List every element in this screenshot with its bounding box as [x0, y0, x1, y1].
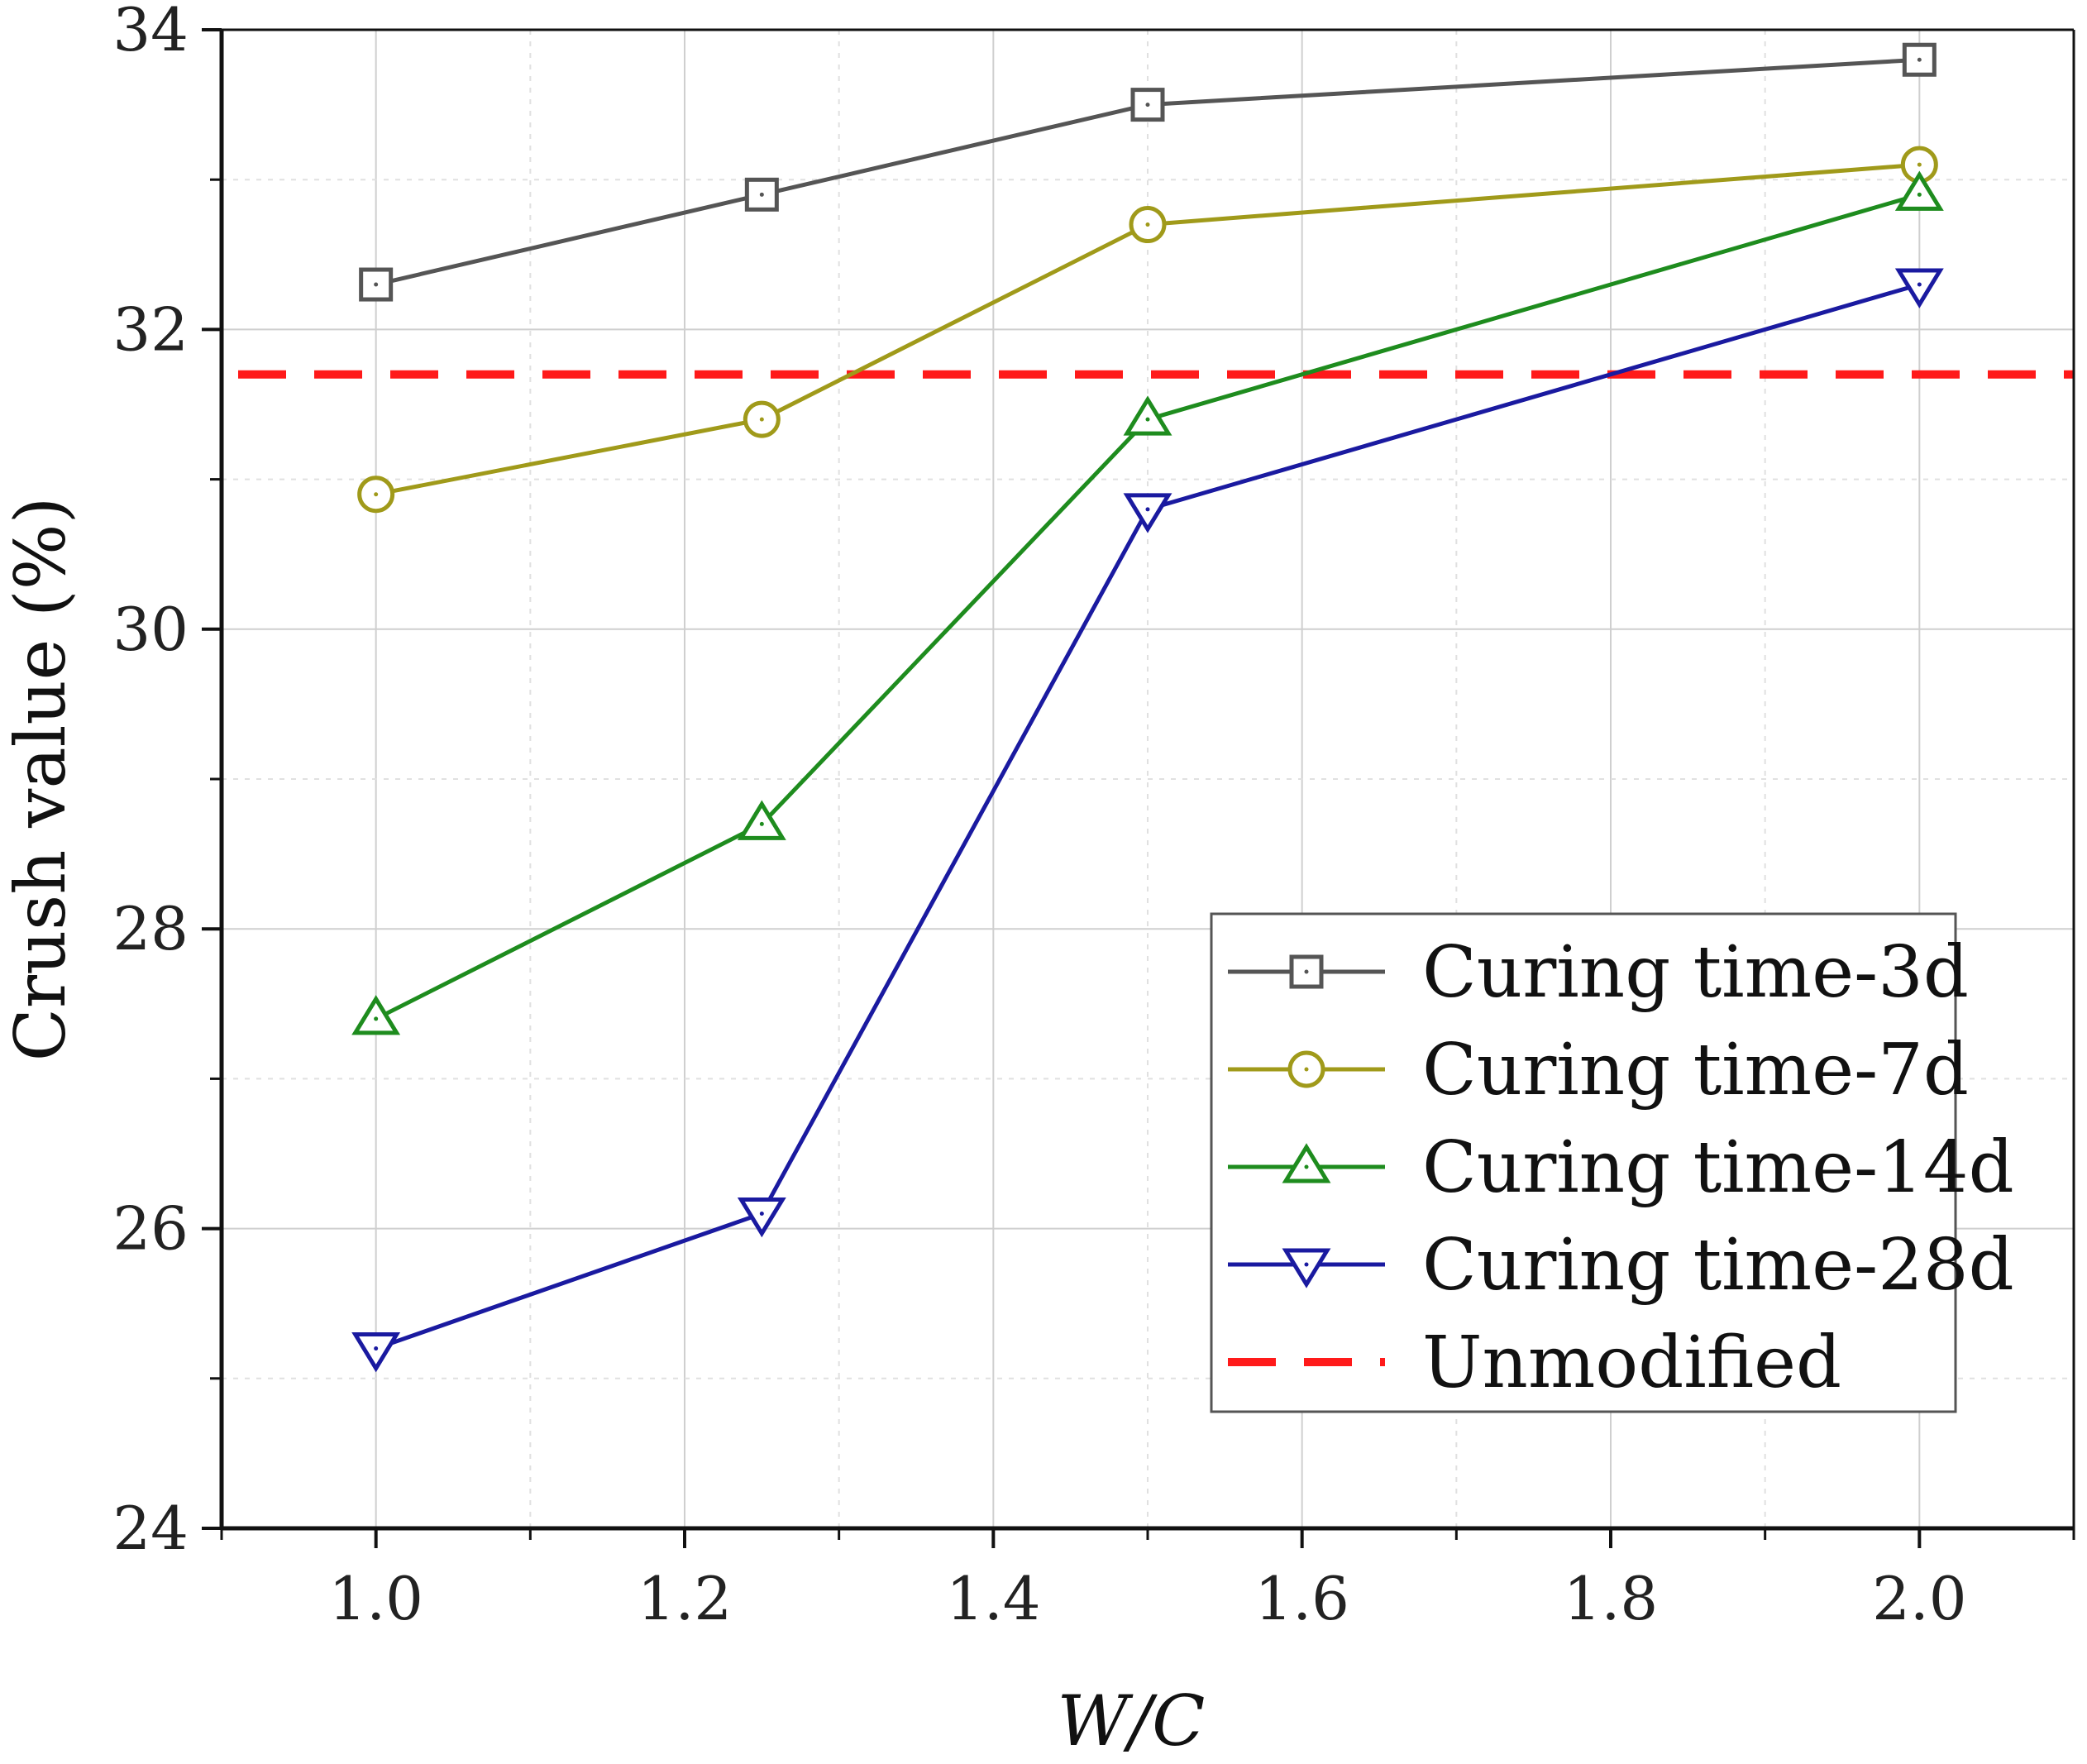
marker-triangle-down: [1123, 493, 1172, 533]
data-point: [351, 995, 401, 1035]
data-point: [1123, 493, 1172, 533]
legend-item: Unmodified: [1228, 1322, 1841, 1404]
marker-triangle-up: [1894, 170, 1944, 211]
data-point: [1894, 170, 1944, 211]
marker-center-dot: [1145, 222, 1150, 227]
axes: 1.0 1.2 1.4 1.6 1.8 2.0 24 26 28 30 32 34: [112, 0, 2075, 1633]
series-1: [359, 42, 1937, 302]
marker-center-dot: [1145, 103, 1150, 108]
marker-center-dot: [759, 1211, 764, 1216]
marker-center-dot: [374, 492, 379, 497]
marker-center-dot: [374, 1016, 379, 1021]
y-tick-label: 28: [112, 894, 189, 963]
marker-center-dot: [1917, 192, 1922, 197]
x-tick-label: 2.0: [1872, 1564, 1967, 1633]
x-tick-label: 1.4: [946, 1564, 1041, 1633]
series-line: [375, 162, 1920, 497]
legend-item: Curing time-28d: [1228, 1224, 2014, 1307]
series-line: [375, 282, 1921, 1350]
series-2: [357, 146, 1938, 514]
marker-center-dot: [374, 282, 379, 287]
legend-label: Curing time-3d: [1422, 931, 1969, 1014]
marker-triangle-down: [1894, 268, 1944, 308]
data-point: [1123, 395, 1172, 436]
marker-triangle-down: [351, 1332, 401, 1373]
legend-label: Curing time-28d: [1422, 1224, 2014, 1307]
x-tick-label: 1.0: [328, 1564, 423, 1633]
data-point: [1902, 42, 1937, 77]
data-point: [1130, 88, 1165, 122]
y-tick-label: 26: [112, 1194, 189, 1264]
series-4: [351, 268, 1944, 1373]
series-group: [351, 42, 1944, 1373]
legend-label: Unmodified: [1422, 1322, 1841, 1404]
legend-swatch-marker: [1282, 1248, 1331, 1288]
data-point: [359, 267, 394, 302]
marker-center-dot: [759, 821, 764, 826]
legend-swatch-marker: [1287, 1050, 1325, 1088]
y-axis-title: Crush value (%): [0, 497, 81, 1062]
series-line: [375, 192, 1921, 1021]
marker-triangle-down: [1282, 1248, 1331, 1288]
x-tick-label: 1.6: [1254, 1564, 1349, 1633]
marker-triangle-up: [737, 800, 786, 840]
legend: Curing time-3d Curing time-7d Curing time-…: [1210, 912, 2014, 1413]
marker-center-dot: [1304, 1067, 1309, 1072]
legend-swatch-marker: [1282, 1143, 1331, 1183]
marker-triangle-up: [1123, 395, 1172, 436]
data-point: [737, 1197, 786, 1238]
y-tick-label: 32: [112, 294, 189, 364]
marker-center-dot: [1145, 507, 1150, 512]
legend-item: Curing time-14d: [1228, 1126, 2014, 1209]
data-point: [744, 177, 779, 212]
y-tick-label: 24: [112, 1494, 189, 1563]
data-point: [357, 476, 395, 514]
marker-center-dot: [1145, 417, 1150, 422]
marker-center-dot: [374, 1346, 379, 1351]
marker-center-dot: [759, 417, 764, 422]
data-point: [743, 400, 781, 438]
data-point: [737, 800, 786, 840]
data-point: [1894, 268, 1944, 308]
marker-center-dot: [1304, 969, 1309, 974]
marker-center-dot: [1917, 282, 1922, 287]
marker-center-dot: [1917, 57, 1922, 62]
marker-center-dot: [759, 192, 764, 197]
series-line: [375, 57, 1920, 287]
legend-label: Curing time-7d: [1422, 1029, 1969, 1111]
legend-box: [1210, 912, 1957, 1413]
marker-triangle-up: [351, 995, 401, 1035]
marker-center-dot: [1304, 1164, 1309, 1169]
marker-triangle-up: [1282, 1143, 1331, 1183]
legend-item: Curing time-3d: [1228, 931, 1969, 1014]
x-axis-title: W/C: [1058, 1680, 1206, 1760]
data-point: [351, 1332, 401, 1373]
x-tick-label: 1.2: [638, 1564, 733, 1633]
legend-label: Curing time-14d: [1422, 1126, 2014, 1209]
data-point: [1129, 206, 1167, 244]
y-tick-label: 34: [112, 0, 189, 65]
marker-center-dot: [1304, 1262, 1309, 1267]
marker-center-dot: [1917, 162, 1922, 167]
marker-triangle-down: [737, 1197, 786, 1238]
y-tick-label: 30: [112, 595, 189, 664]
legend-swatch-marker: [1289, 954, 1324, 989]
series-3: [351, 170, 1944, 1035]
x-tick-label: 1.8: [1564, 1564, 1659, 1633]
legend-item: Curing time-7d: [1228, 1029, 1969, 1111]
